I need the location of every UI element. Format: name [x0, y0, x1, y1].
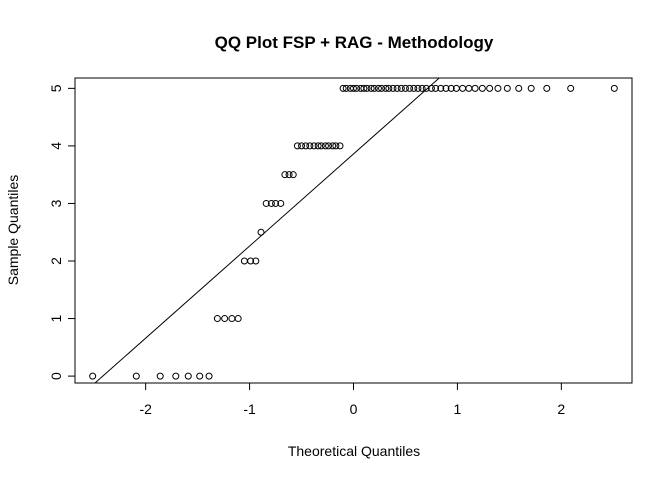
data-point — [285, 171, 293, 179]
data-point — [342, 84, 350, 92]
data-point — [370, 84, 378, 92]
data-point — [353, 84, 361, 92]
data-point — [234, 315, 242, 323]
data-point — [385, 84, 393, 92]
data-point — [503, 84, 511, 92]
data-point — [447, 84, 455, 92]
data-point — [172, 372, 180, 380]
x-tick-label: 1 — [454, 401, 462, 417]
data-point — [281, 171, 289, 179]
data-point — [471, 84, 479, 92]
data-point — [367, 84, 375, 92]
data-point — [382, 84, 390, 92]
data-point — [543, 84, 551, 92]
data-point — [132, 372, 140, 380]
data-point — [410, 84, 418, 92]
data-point — [418, 84, 426, 92]
data-point — [310, 142, 318, 150]
chart-title: QQ Plot FSP + RAG - Methodology — [215, 33, 494, 52]
y-tick-label: 0 — [48, 372, 64, 380]
data-point — [293, 142, 301, 150]
data-point — [262, 199, 270, 207]
data-point — [378, 84, 386, 92]
data-point — [257, 228, 265, 236]
data-point — [321, 142, 329, 150]
data-point — [272, 199, 280, 207]
x-axis: -2 -1 0 1 2 — [139, 382, 565, 417]
data-point — [267, 199, 275, 207]
data-point — [401, 84, 409, 92]
data-point — [289, 171, 297, 179]
data-point — [196, 372, 204, 380]
y-axis: 0 1 2 3 4 5 — [48, 84, 76, 380]
x-tick-label: 2 — [557, 401, 565, 417]
data-point — [478, 84, 486, 92]
y-tick-label: 5 — [48, 84, 64, 92]
data-point — [213, 315, 221, 323]
data-point — [486, 84, 494, 92]
x-tick-label: 0 — [350, 401, 358, 417]
data-point — [494, 84, 502, 92]
data-points — [89, 84, 618, 380]
data-point — [247, 257, 255, 265]
data-point — [228, 315, 236, 323]
data-point — [339, 84, 347, 92]
data-point — [298, 142, 306, 150]
data-point — [252, 257, 260, 265]
data-point — [89, 372, 97, 380]
reference-line — [94, 78, 440, 383]
data-point — [314, 142, 322, 150]
y-tick-label: 1 — [48, 314, 64, 322]
y-axis-label: Sample Quantiles — [5, 175, 21, 286]
x-tick-label: -2 — [139, 401, 152, 417]
data-point — [427, 84, 435, 92]
data-point — [332, 142, 340, 150]
data-point — [389, 84, 397, 92]
data-point — [240, 257, 248, 265]
data-point — [360, 84, 368, 92]
data-point — [363, 84, 371, 92]
data-point — [393, 84, 401, 92]
data-point — [325, 142, 333, 150]
data-point — [397, 84, 405, 92]
y-tick-label: 4 — [48, 142, 64, 150]
data-point — [156, 372, 164, 380]
data-point — [205, 372, 213, 380]
data-point — [302, 142, 310, 150]
data-point — [306, 142, 314, 150]
data-point — [221, 315, 229, 323]
data-point — [459, 84, 467, 92]
data-point — [610, 84, 618, 92]
data-point — [336, 142, 344, 150]
data-point — [374, 84, 382, 92]
data-point — [442, 84, 450, 92]
x-tick-label: -1 — [243, 401, 256, 417]
data-point — [329, 142, 337, 150]
y-tick-label: 2 — [48, 257, 64, 265]
data-point — [277, 199, 285, 207]
y-tick-label: 3 — [48, 199, 64, 207]
data-point — [184, 372, 192, 380]
data-point — [350, 84, 357, 92]
data-point — [465, 84, 473, 92]
data-point — [414, 84, 422, 92]
x-axis-label: Theoretical Quantiles — [288, 443, 420, 459]
data-point — [567, 84, 575, 92]
data-point — [527, 84, 535, 92]
data-point — [317, 142, 325, 150]
data-point — [515, 84, 523, 92]
data-point — [432, 84, 440, 92]
data-point — [422, 84, 430, 92]
plot-frame — [74, 77, 633, 384]
data-point — [437, 84, 445, 92]
data-point — [406, 84, 414, 92]
